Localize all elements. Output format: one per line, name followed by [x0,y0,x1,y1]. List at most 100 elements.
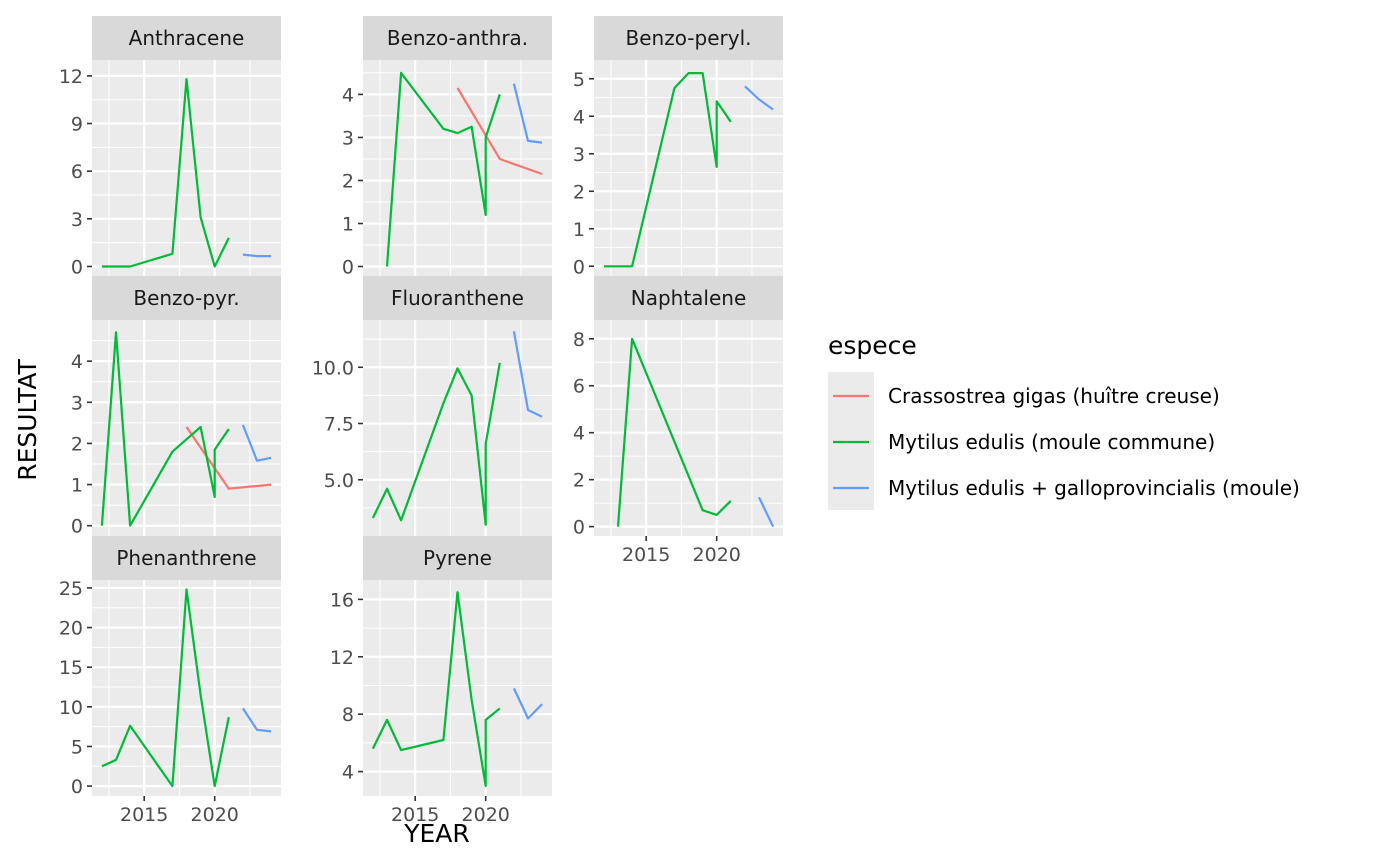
panel-background [92,580,281,796]
panel-benzo-peryl: Benzo-peryl.01234520152020 [573,16,783,306]
strip-background [363,16,552,60]
y-tick-label: 9 [71,114,83,136]
series-line-mytilus-edulis-galloprovincialis-moule [512,331,543,418]
panel-title: Anthracene [129,26,245,50]
y-tick-label: 5.0 [324,470,354,492]
legend-title: espece [828,331,917,360]
y-tick-label: 4 [342,84,354,106]
y-tick-label: 0 [573,256,585,278]
series-line-mytilus-edulis-moule-commune [101,588,230,788]
series-line-mytilus-edulis-moule-commune [385,71,501,267]
y-tick-label: 0 [342,257,354,279]
y-tick-label: 1 [573,219,585,241]
x-tick-label: 2015 [622,544,670,566]
y-tick-label: 10.0 [312,357,354,379]
y-tick-label: 8 [342,704,354,726]
legend-label: Crassostrea gigas (huître creuse) [888,384,1220,408]
panel-title: Naphtalene [631,286,747,310]
y-tick-label: 12 [330,647,354,669]
y-tick-label: 2 [573,181,585,203]
panel-background [594,60,783,276]
panel-anthracene: Anthracene 0 3 6 9 12 [59,16,281,278]
panel-title: Phenanthrene [116,546,256,570]
series-line-mytilus-edulis-galloprovincialis-moule [241,424,272,462]
panel-title: Benzo-pyr. [133,286,239,310]
y-tick-label: 3 [573,144,585,166]
strip-background [594,276,783,320]
panel-naphtalene: Naphtalene 0 2 4 6 8 2015 2020 [573,276,783,566]
series-line-mytilus-edulis-moule-commune [371,362,501,526]
y-tick-label: 1 [71,475,83,497]
y-tick-label: 20 [59,618,83,640]
y-tick-label: 5 [573,69,585,91]
panel-fluoranthene: Fluoranthene 5.0 7.5 10.0 [312,276,552,536]
legend-label: Mytilus edulis + galloprovincialis (moul… [888,476,1300,500]
strip-background [92,16,281,60]
y-tick-label: 5 [71,736,83,758]
y-tick-label: 10 [59,697,83,719]
x-tick-label: 2020 [191,804,239,826]
panels-layer: Anthracene036912Benzo-anthra.01234Benzo-… [59,16,783,826]
panel-title: Benzo-peryl. [626,26,752,50]
series-line-mytilus-edulis-moule-commune [616,337,732,527]
x-tick-label: 2015 [120,804,168,826]
y-tick-label: 0 [71,776,83,798]
legend: espece Crassostrea gigas (huître creuse)… [828,331,1300,510]
y-tick-label: 3 [342,127,354,149]
series-line-crassostrea-gigas-hu-tre-creuse [185,426,272,490]
panel-phenanthrene: Phenanthrene 0 5 10 15 20 25 2015 2020 [59,536,281,826]
x-tick-label: 2020 [693,544,741,566]
y-tick-label: 0 [71,516,83,538]
y-tick-label: 4 [342,762,354,784]
y-tick-label: 2 [573,470,585,492]
panel-background [363,320,552,536]
series-line-mytilus-edulis-moule-commune [100,331,230,527]
strip-background [92,536,281,580]
x-tick-label: 2020 [462,804,510,826]
series-line-mytilus-edulis-moule-commune [101,77,230,268]
series-line-mytilus-edulis-galloprovincialis-moule [241,707,272,733]
y-tick-label: 4 [573,423,585,445]
series-line-mytilus-edulis-moule-commune [603,71,732,268]
x-tick-label: 2015 [391,804,439,826]
y-tick-label: 25 [59,578,83,600]
series-line-crassostrea-gigas-hu-tre-creuse [456,87,543,176]
strip-background [92,276,281,320]
panel-title: Pyrene [423,546,492,570]
panel-pyrene: Pyrene 4 8 12 16 2015 2020 [330,536,552,826]
y-axis-title: RESULTAT [13,358,42,480]
y-tick-label: 7.5 [324,414,354,436]
panel-title: Fluoranthene [391,286,524,310]
y-tick-label: 6 [71,161,83,183]
strip-background [594,16,783,60]
y-tick-label: 12 [59,66,83,88]
panel-background [363,580,552,796]
strip-background [363,276,552,320]
strip-background [363,536,552,580]
panel-title: Benzo-anthra. [387,26,528,50]
y-tick-label: 1 [342,214,354,236]
x-axis-title: YEAR [403,819,470,848]
y-tick-label: 2 [342,170,354,192]
series-line-mytilus-edulis-moule-commune [371,591,501,788]
series-line-mytilus-edulis-galloprovincialis-moule [758,496,775,528]
series-line-mytilus-edulis-galloprovincialis-moule [242,253,272,258]
y-tick-label: 0 [71,256,83,278]
y-tick-label: 0 [573,517,585,539]
series-line-mytilus-edulis-galloprovincialis-moule [512,83,543,144]
y-tick-label: 8 [573,329,585,351]
y-tick-label: 4 [573,106,585,128]
y-tick-label: 6 [573,376,585,398]
y-tick-label: 3 [71,392,83,414]
y-tick-label: 2 [71,433,83,455]
legend-label: Mytilus edulis (moule commune) [888,430,1215,454]
series-line-mytilus-edulis-galloprovincialis-moule [512,687,543,720]
legend-items: Crassostrea gigas (huître creuse) Mytilus… [833,384,1300,500]
y-tick-label: 3 [71,209,83,231]
y-tick-label: 4 [71,351,83,373]
y-tick-label: 15 [59,657,83,679]
panel-benzo-pyr: Benzo-pyr. 0 1 2 3 4 [71,276,281,538]
y-tick-label: 16 [330,589,354,611]
series-line-mytilus-edulis-galloprovincialis-moule [744,85,774,111]
